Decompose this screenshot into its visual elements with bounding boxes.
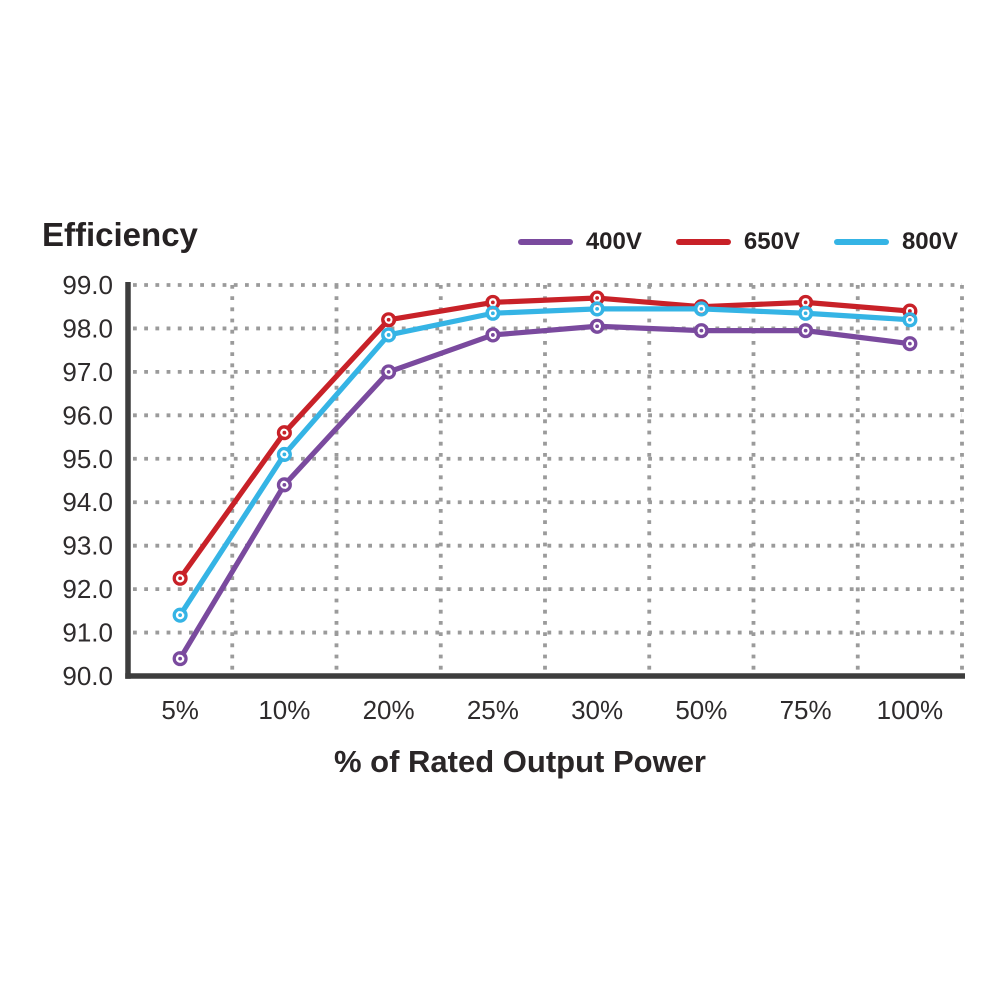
data-point-inner-ring (697, 304, 706, 313)
data-point-inner-ring (488, 331, 497, 339)
data-point-inner-ring (801, 298, 810, 307)
data-point-inner-ring (384, 331, 393, 339)
legend-label-650v: 650V (743, 228, 800, 255)
y-tick-label: 97.0 (62, 357, 113, 387)
data-point-marker-650V (172, 570, 188, 586)
series-line-800V (177, 306, 913, 618)
data-point-inner-ring (593, 294, 602, 302)
chart-title: Efficiency (42, 216, 198, 253)
data-point-inner-ring (280, 480, 289, 489)
data-point-marker-800V (589, 301, 605, 317)
legend-label-800v: 800V (901, 228, 958, 255)
y-tick-label: 98.0 (62, 313, 113, 343)
x-tick-label: 25% (467, 695, 519, 725)
data-point-marker-400V (589, 318, 605, 334)
y-tick-label: 90.0 (62, 661, 113, 691)
legend: 400V 650V 800V (517, 228, 958, 256)
data-point-marker-400V (798, 323, 814, 339)
x-tick-label: 50% (675, 695, 727, 725)
data-point-inner-ring (801, 326, 810, 335)
data-point-inner-ring (176, 574, 185, 583)
data-point-inner-ring (801, 309, 810, 318)
data-point-inner-ring (593, 304, 602, 313)
data-point-inner-ring (697, 326, 706, 335)
x-tick-label: 30% (571, 695, 623, 725)
data-point-inner-ring (280, 450, 289, 459)
y-tick-label: 99.0 (62, 270, 113, 300)
data-point-inner-ring (905, 339, 914, 348)
data-point-marker-800V (485, 305, 501, 321)
data-point-marker-650V (381, 312, 397, 328)
y-tick-label: 96.0 (62, 400, 113, 430)
data-point-marker-400V (276, 477, 292, 493)
legend-item-400v: 400V (517, 228, 642, 256)
data-point-inner-ring (176, 654, 185, 663)
y-tick-label: 95.0 (62, 444, 113, 474)
data-point-inner-ring (905, 315, 914, 324)
legend-label-400v: 400V (585, 228, 642, 255)
data-point-inner-ring (176, 611, 185, 620)
legend-swatch-650v (675, 239, 731, 245)
legend-item-800v: 800V (833, 228, 958, 256)
data-point-inner-ring (384, 367, 393, 376)
y-tick-label: 93.0 (62, 531, 113, 561)
legend-swatch-800v (833, 239, 889, 245)
data-point-marker-400V (172, 651, 188, 667)
data-point-marker-800V (798, 305, 814, 321)
data-point-marker-800V (902, 312, 918, 328)
data-point-inner-ring (488, 309, 497, 318)
y-tick-label: 91.0 (62, 618, 113, 648)
data-point-inner-ring (280, 428, 289, 437)
data-point-marker-400V (381, 364, 397, 380)
x-tick-label: 5% (161, 695, 199, 725)
x-axis-title: % of Rated Output Power (334, 744, 706, 779)
data-point-marker-400V (902, 336, 918, 352)
data-point-marker-800V (276, 446, 292, 462)
data-point-marker-800V (381, 327, 397, 343)
x-tick-label: 10% (258, 695, 310, 725)
y-tick-label: 92.0 (62, 574, 113, 604)
data-point-marker-800V (693, 301, 709, 317)
x-tick-label: 20% (363, 695, 415, 725)
data-point-marker-650V (276, 425, 292, 441)
legend-swatch-400v (517, 239, 573, 245)
data-point-marker-400V (693, 323, 709, 339)
series-line-400V (177, 323, 913, 662)
series-line-650V (177, 295, 913, 581)
data-point-inner-ring (384, 315, 393, 324)
x-tick-label: 100% (877, 695, 944, 725)
y-tick-label: 94.0 (62, 487, 113, 517)
data-point-marker-400V (485, 327, 501, 343)
data-point-marker-800V (172, 607, 188, 623)
x-tick-label: 75% (780, 695, 832, 725)
legend-item-650v: 650V (675, 228, 800, 256)
data-point-inner-ring (488, 298, 497, 307)
data-point-inner-ring (593, 322, 602, 331)
